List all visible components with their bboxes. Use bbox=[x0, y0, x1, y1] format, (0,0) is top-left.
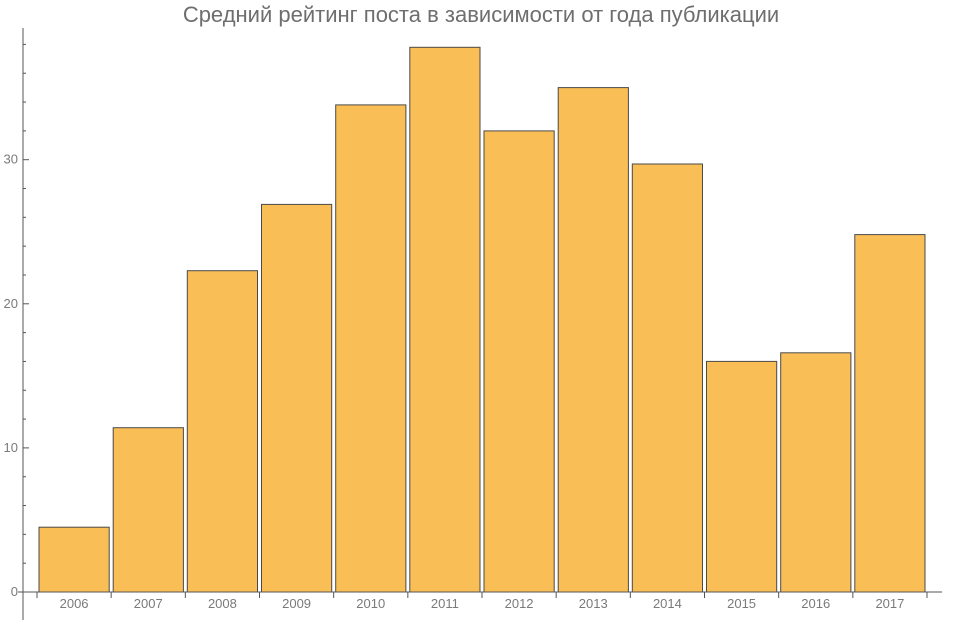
x-tick-label: 2016 bbox=[801, 596, 830, 611]
x-tick-label: 2008 bbox=[208, 596, 237, 611]
bars-group bbox=[38, 46, 926, 593]
bar-2016 bbox=[780, 352, 852, 593]
x-tick-label: 2007 bbox=[134, 596, 163, 611]
bar-2015 bbox=[706, 360, 778, 593]
bar-2011 bbox=[409, 46, 481, 593]
x-tick-label: 2015 bbox=[727, 596, 756, 611]
axes-group bbox=[18, 28, 942, 620]
bar-2010 bbox=[335, 104, 407, 593]
bar-2008 bbox=[186, 270, 258, 593]
x-tick-label: 2014 bbox=[653, 596, 682, 611]
bar-2014 bbox=[631, 163, 703, 593]
bar-2013 bbox=[557, 87, 629, 593]
bar-2017 bbox=[854, 234, 926, 593]
bar-2012 bbox=[483, 130, 555, 593]
y-tick-label: 30 bbox=[4, 152, 18, 167]
chart-title: Средний рейтинг поста в зависимости от г… bbox=[183, 2, 779, 27]
x-tick-label: 2013 bbox=[579, 596, 608, 611]
x-tick-label: 2009 bbox=[282, 596, 311, 611]
y-tick-label: 10 bbox=[4, 440, 18, 455]
bar-2009 bbox=[261, 203, 333, 593]
bar-2006 bbox=[38, 526, 110, 593]
x-tick-label: 2011 bbox=[431, 596, 459, 611]
x-tick-label: 2017 bbox=[875, 596, 904, 611]
bar-2007 bbox=[112, 427, 184, 593]
y-tick-label: 0 bbox=[11, 584, 18, 599]
x-tick-label: 2006 bbox=[60, 596, 89, 611]
ticks-group: 0 10 20 30 2006 2007 2008 2009 2010 2011 2012 2013 2… bbox=[4, 43, 928, 611]
x-tick-label: 2012 bbox=[505, 596, 534, 611]
x-tick-label: 2010 bbox=[356, 596, 385, 611]
y-tick-label: 20 bbox=[4, 296, 18, 311]
